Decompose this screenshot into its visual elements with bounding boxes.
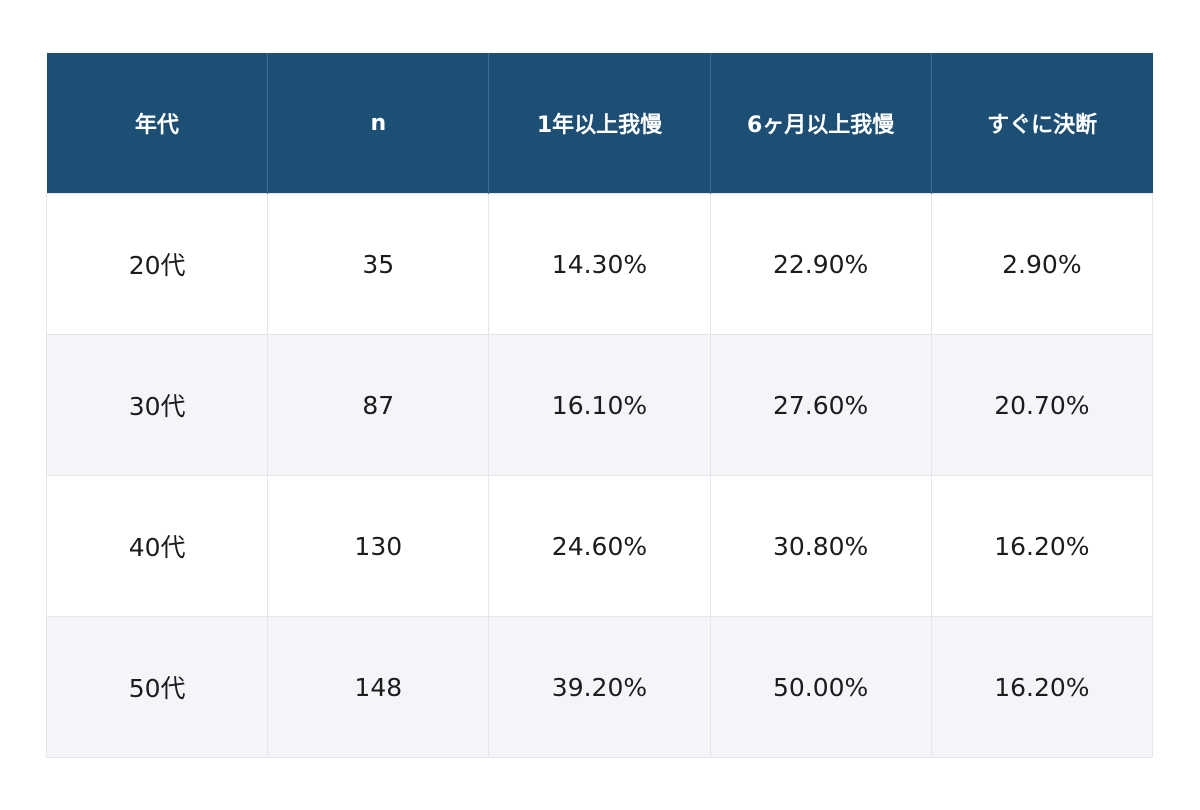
- table-cell: 20.70%: [930, 334, 1154, 476]
- header-cell-one-year: 1年以上我慢: [488, 53, 711, 194]
- header-cell-immediate: すぐに決断: [930, 53, 1153, 194]
- table-cell: 35: [267, 193, 490, 335]
- table-row: 50代 148 39.20% 50.00% 16.20%: [45, 616, 1154, 758]
- table-cell: 148: [267, 616, 490, 758]
- table-cell: 40代: [45, 475, 269, 617]
- table-row: 20代 35 14.30% 22.90% 2.90%: [45, 193, 1154, 335]
- table-header: 年代 n 1年以上我慢 6ヶ月以上我慢 すぐに決断: [46, 53, 1153, 194]
- table-cell: 24.60%: [488, 475, 711, 617]
- header-cell-n: n: [267, 53, 490, 194]
- table-row: 40代 130 24.60% 30.80% 16.20%: [45, 475, 1154, 617]
- table-cell: 27.60%: [709, 334, 932, 476]
- table-cell: 20代: [45, 193, 269, 335]
- table-cell: 39.20%: [488, 616, 711, 758]
- table-cell: 16.10%: [488, 334, 711, 476]
- table-cell: 2.90%: [930, 193, 1154, 335]
- table-cell: 50代: [45, 616, 269, 758]
- table-cell: 30.80%: [709, 475, 932, 617]
- table-cell: 130: [267, 475, 490, 617]
- survey-table: 年代 n 1年以上我慢 6ヶ月以上我慢 すぐに決断 20代 35 14.30% …: [45, 53, 1154, 758]
- table-cell: 87: [267, 334, 490, 476]
- header-cell-six-months: 6ヶ月以上我慢: [709, 53, 932, 194]
- header-cell-age: 年代: [46, 53, 269, 194]
- table-cell: 50.00%: [709, 616, 932, 758]
- table-cell: 16.20%: [930, 475, 1154, 617]
- header-row: 年代 n 1年以上我慢 6ヶ月以上我慢 すぐに決断: [46, 53, 1153, 194]
- data-table-container: 年代 n 1年以上我慢 6ヶ月以上我慢 すぐに決断 20代 35 14.30% …: [45, 53, 1154, 758]
- table-cell: 22.90%: [709, 193, 932, 335]
- table-row: 30代 87 16.10% 27.60% 20.70%: [45, 334, 1154, 476]
- table-cell: 16.20%: [930, 616, 1154, 758]
- table-body: 20代 35 14.30% 22.90% 2.90% 30代 87 16.10%…: [45, 193, 1154, 758]
- table-cell: 30代: [45, 334, 269, 476]
- table-cell: 14.30%: [488, 193, 711, 335]
